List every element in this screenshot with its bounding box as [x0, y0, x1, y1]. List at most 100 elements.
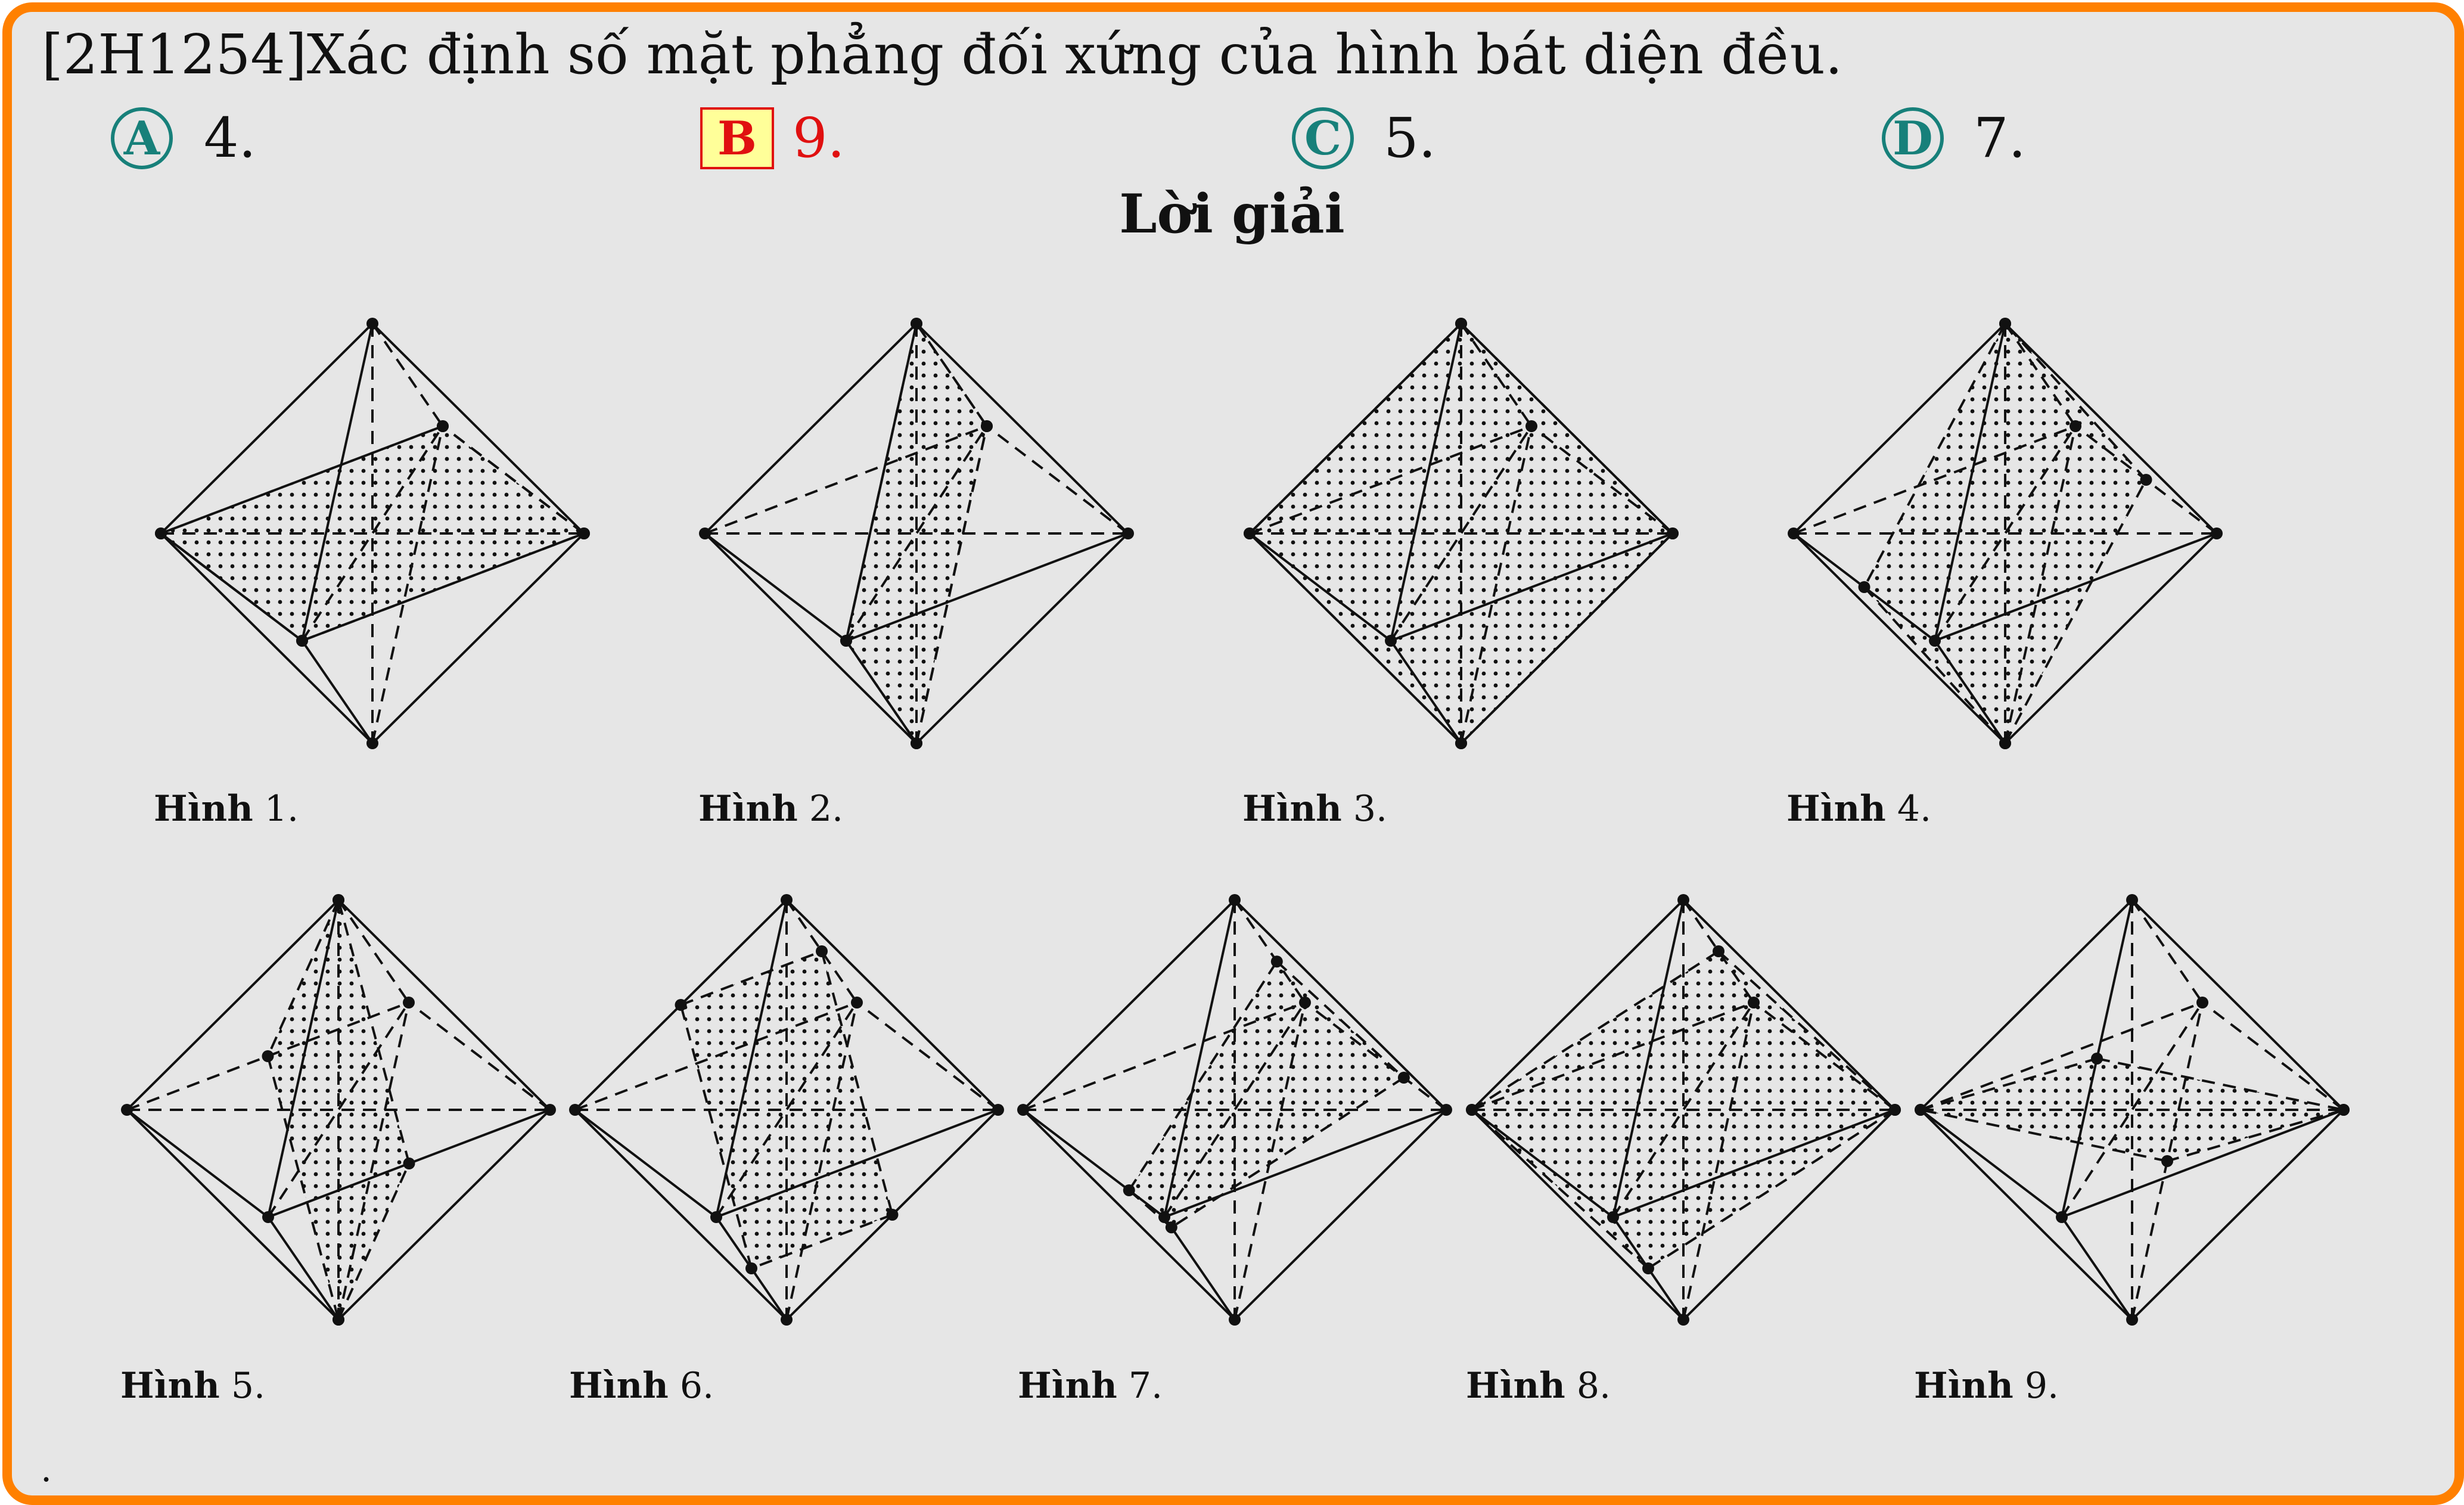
- figure-6-vertex: [992, 1104, 1004, 1116]
- choice-c-value: 5.: [1384, 106, 1436, 170]
- figure-9-vertex: [2126, 1314, 2138, 1326]
- figure-caption-6: Hình 6.: [569, 1365, 714, 1407]
- figure-9-plane-edge: [2167, 1109, 2344, 1162]
- figure-6-edge: [785, 899, 999, 1111]
- figure-4-plane-point: [1858, 581, 1870, 593]
- figure-6-plane-point: [675, 999, 687, 1011]
- figure-7-edge: [1022, 1109, 1166, 1218]
- figure-4-edge: [1792, 322, 2006, 535]
- figure-4-plane-edge: [1863, 586, 2006, 744]
- figure-8-plane-point: [1889, 1104, 1901, 1116]
- figure-3-vertex: [1385, 635, 1397, 647]
- figure-8-vertex: [1607, 1211, 1619, 1223]
- figure-caption-3: Hình 3.: [1242, 788, 1388, 830]
- figure-6-plane-point: [886, 1209, 899, 1221]
- figure-1-plane-point: [437, 420, 449, 432]
- figure-8-edge: [1682, 1109, 1896, 1321]
- figure-6-edge: [715, 899, 788, 1218]
- figure-1-symmetry-plane: [161, 426, 584, 641]
- figure-5-plane-point: [262, 1050, 274, 1062]
- choice-a-mark[interactable]: A: [111, 107, 173, 169]
- choice-d-mark[interactable]: D: [1882, 107, 1944, 169]
- figure-7-plane-edge: [1128, 961, 1278, 1191]
- question-body: Xác định số mặt phẳng đối xứng của hình …: [306, 23, 1843, 86]
- figure-8-plane-point: [1713, 945, 1725, 957]
- figure-5-plane-edge: [266, 899, 340, 1057]
- figure-5-plane-edge: [266, 1056, 340, 1320]
- figure-4-vertex: [2211, 527, 2223, 539]
- figure-7-edge: [1022, 1109, 1236, 1321]
- figure-2-plane-edge: [915, 426, 988, 744]
- figure-9-edge: [2061, 1216, 2133, 1321]
- figure-7-plane-edge: [1170, 1076, 1405, 1228]
- figure-7-hidden-edge: [1304, 1001, 1447, 1111]
- figure-8-plane-edge: [1647, 1109, 1896, 1270]
- figure-4-vertex: [1929, 635, 1941, 647]
- figure-1-hidden-edge: [371, 322, 444, 427]
- choice-c-mark[interactable]: C: [1292, 107, 1354, 169]
- figure-9-edge: [1919, 899, 2133, 1111]
- figure-3-edge: [1390, 640, 1462, 744]
- figure-7-symmetry-plane: [1129, 961, 1404, 1228]
- figure-2-plane-point: [981, 420, 993, 432]
- figure-5-plane-edge: [337, 1163, 411, 1320]
- figure-5-symmetry-plane: [268, 900, 409, 1320]
- figure-3-hidden-edge: [1460, 426, 1533, 744]
- figure-6-vertex: [851, 997, 863, 1008]
- figure-caption-4: Hình 4.: [1786, 788, 1932, 830]
- figure-7-vertex: [1299, 997, 1311, 1008]
- figure-1-edge: [160, 322, 374, 535]
- figure-9-plane-point: [2091, 1053, 2103, 1065]
- figure-caption-8: Hình 8.: [1466, 1365, 1611, 1407]
- figure-6-edge: [574, 1109, 717, 1218]
- figure-9-plane-point: [2161, 1155, 2173, 1167]
- figure-3-hidden-edge: [1530, 425, 1674, 535]
- figure-2-plane-edge: [845, 323, 918, 641]
- figure-caption-9: Hình 9.: [1914, 1365, 2059, 1407]
- figure-4-hidden-edge: [2004, 426, 2077, 744]
- figure-9-edge: [2131, 899, 2345, 1111]
- figure-9-edge: [2061, 1109, 2344, 1218]
- figure-7-edge: [1233, 899, 1447, 1111]
- figure-6-vertex: [569, 1104, 581, 1116]
- figure-7-vertex: [1017, 1104, 1029, 1116]
- figure-9-vertex: [2196, 997, 2208, 1008]
- figure-2-hidden-edge: [704, 425, 987, 535]
- figure-2-edge: [704, 532, 918, 744]
- figure-6-plane-edge: [821, 951, 894, 1215]
- figure-5-hidden-edge: [337, 1002, 410, 1320]
- figure-8-edge: [1612, 899, 1685, 1218]
- figure-4-plane-point: [1999, 318, 2011, 330]
- figure-5-vertex: [121, 1104, 133, 1116]
- figure-4-edge: [1934, 532, 2217, 642]
- figure-9-hidden-edge: [2131, 899, 2204, 1004]
- figure-9-hidden-edge: [1920, 1001, 2203, 1111]
- figure-3-hidden-edge: [1249, 425, 1532, 535]
- figure-8-plane-edge: [1471, 1109, 1649, 1270]
- figure-5-edge: [337, 1109, 551, 1321]
- figure-7-plane-point: [1397, 1072, 1410, 1084]
- choice-b-mark[interactable]: B: [700, 107, 774, 169]
- figure-5-edge: [267, 899, 340, 1218]
- figure-8-plane-point: [1466, 1104, 1478, 1116]
- figure-8-plane-point: [1642, 1262, 1654, 1274]
- figure-7-edge: [1164, 1109, 1447, 1218]
- figure-9-edge: [1919, 1109, 2063, 1218]
- figure-6-plane-edge: [680, 950, 822, 1006]
- figure-1-plane-edge: [442, 425, 585, 535]
- choice-d-value: 7.: [1974, 106, 2026, 170]
- figure-2-plane-point: [911, 737, 922, 749]
- figure-6-vertex: [781, 1314, 793, 1326]
- figure-2-hidden-edge: [986, 425, 1129, 535]
- figure-4-edge: [1934, 323, 2006, 641]
- figure-6-hidden-edge: [856, 1001, 999, 1111]
- figure-5-plane-point: [333, 894, 344, 906]
- figure-caption-2: Hình 2.: [698, 788, 844, 830]
- figure-8-edge: [1471, 1109, 1685, 1321]
- figure-2-edge: [704, 532, 847, 642]
- figure-2-edge: [704, 322, 918, 535]
- figure-1-edge: [160, 532, 374, 744]
- figure-6-vertex: [781, 894, 793, 906]
- figure-5-plane-point: [333, 1314, 344, 1326]
